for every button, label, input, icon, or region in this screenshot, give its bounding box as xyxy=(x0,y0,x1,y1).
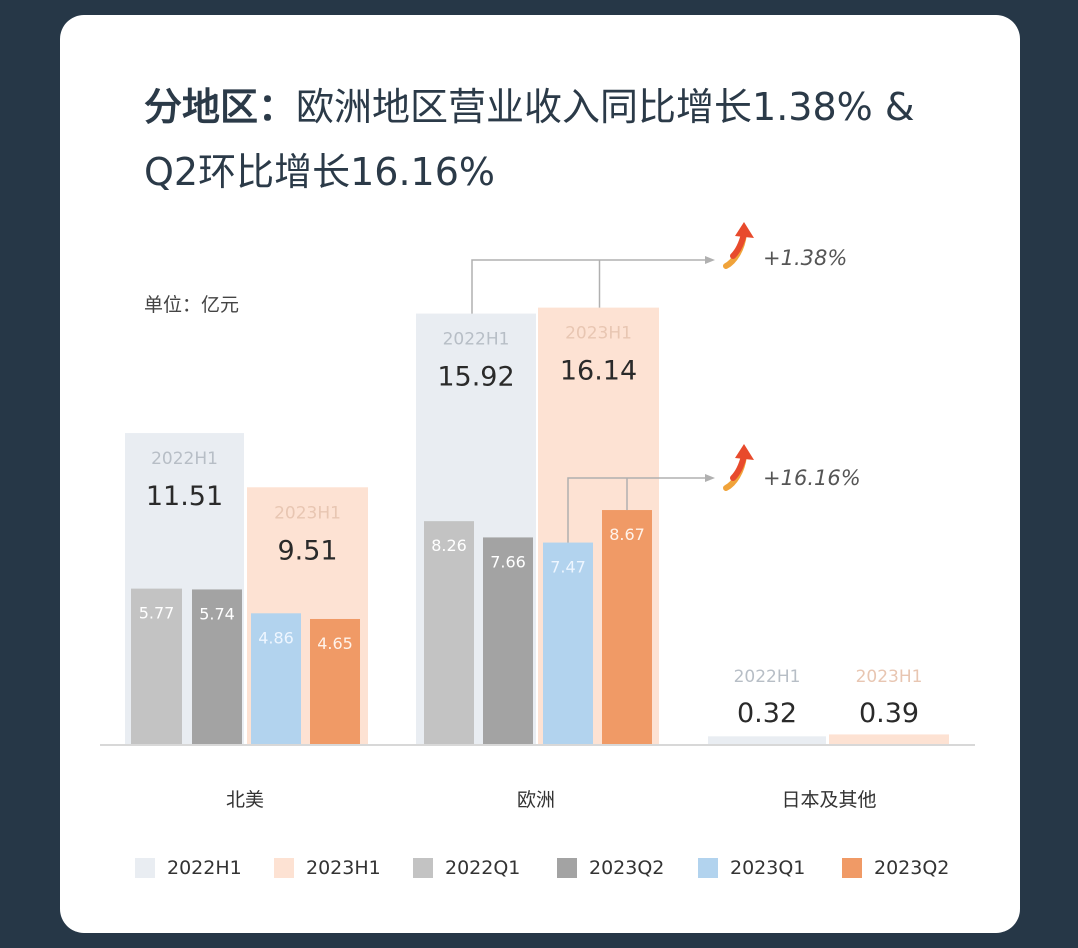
legend-item-0: 2022H1 xyxy=(135,856,242,880)
data-label-2022H1-欧洲: 15.92 xyxy=(437,362,514,393)
bar-2023Q1-q2-北美 xyxy=(251,613,301,745)
chart-title-line-2: Q2环比增长16.16% xyxy=(144,150,495,194)
legend-swatch-2 xyxy=(413,858,433,878)
data-label-q1-北美: 5.74 xyxy=(199,604,235,623)
yoy-connector-arrowhead xyxy=(705,256,715,264)
qoq-arrow-icon-stem-top xyxy=(730,453,747,481)
bar-2023H1-日本及其他 xyxy=(829,734,949,745)
x-tick-label-1: 欧洲 xyxy=(517,789,555,811)
title-strong: 分地区： xyxy=(144,85,297,129)
bar-label-2023H1-北美: 2023H1 xyxy=(274,503,341,523)
qoq-arrow-icon xyxy=(723,444,754,491)
data-label-q2-欧洲: 7.47 xyxy=(550,558,586,577)
legend-item-3: 2023Q2 xyxy=(557,856,664,880)
x-tick-label-2: 日本及其他 xyxy=(781,789,876,811)
legend-swatch-4 xyxy=(698,858,718,878)
bar-2023Q1-q2-欧洲 xyxy=(543,542,593,745)
data-label-2023H1-日本及其他: 0.39 xyxy=(859,698,919,729)
data-label-2022H1-北美: 11.51 xyxy=(146,481,223,512)
yoy-arrow-icon xyxy=(723,222,754,269)
bar-label-2023H1-日本及其他: 2023H1 xyxy=(856,667,923,687)
bar-2022Q1-q0-欧洲 xyxy=(424,521,474,745)
legend-label-1: 2023H1 xyxy=(306,857,381,879)
annotation-yoy: +1.38% xyxy=(763,246,847,270)
bar-2023Q2-q1-欧洲 xyxy=(483,537,533,745)
legend-item-2: 2022Q1 xyxy=(413,856,520,880)
legend-label-5: 2023Q2 xyxy=(874,857,950,879)
data-label-2023H1-北美: 9.51 xyxy=(277,535,337,566)
bar-2022H1-日本及其他 xyxy=(708,736,826,745)
bar-2023Q2-q3-欧洲 xyxy=(602,510,652,745)
unit-label: 单位：亿元 xyxy=(144,294,240,316)
annotation-qoq: +16.16% xyxy=(763,466,861,490)
bar-2022Q1-q0-北美 xyxy=(131,588,182,745)
legend-label-2: 2022Q1 xyxy=(445,857,521,879)
data-label-2022H1-日本及其他: 0.32 xyxy=(737,698,797,729)
yoy-arrow-icon-stem-top xyxy=(730,231,747,259)
legend-swatch-0 xyxy=(135,858,155,878)
data-label-q1-欧洲: 7.66 xyxy=(490,552,526,571)
bar-label-2023H1-欧洲: 2023H1 xyxy=(565,324,632,344)
legend-label-4: 2023Q1 xyxy=(730,857,806,879)
qoq-arrow-icon-head xyxy=(735,444,754,460)
data-label-q3-北美: 4.65 xyxy=(317,634,353,653)
data-label-q0-北美: 5.77 xyxy=(139,604,175,623)
legend-swatch-1 xyxy=(274,858,294,878)
legend-item-1: 2023H1 xyxy=(274,856,381,880)
legend-item-4: 2023Q1 xyxy=(698,856,805,880)
legend-swatch-3 xyxy=(557,858,577,878)
title-rest: 欧洲地区营业收入同比增长1.38% & xyxy=(296,85,915,129)
bar-2023Q2-q3-北美 xyxy=(310,618,360,745)
legend-label-0: 2022H1 xyxy=(167,857,242,879)
bar-label-2022H1-欧洲: 2022H1 xyxy=(443,330,510,350)
yoy-arrow-icon-head xyxy=(735,222,754,238)
data-label-q0-欧洲: 8.26 xyxy=(431,536,467,555)
chart-title-line-1: 分地区：欧洲地区营业收入同比增长1.38% & xyxy=(144,76,914,131)
chart-legend: 2022H1 2023H1 2022Q1 2023Q2 2023Q1 2023Q2 xyxy=(0,856,1078,880)
legend-swatch-5 xyxy=(842,858,862,878)
data-label-2023H1-欧洲: 16.14 xyxy=(560,356,637,387)
x-tick-label-0: 北美 xyxy=(226,789,264,811)
qoq-connector-line-a xyxy=(567,477,705,543)
legend-label-3: 2023Q2 xyxy=(589,857,665,879)
qoq-connector-arrowhead xyxy=(705,474,715,482)
bar-2023Q2-q1-北美 xyxy=(192,589,242,745)
yoy-connector-line-a xyxy=(471,259,705,314)
legend-item-5: 2023Q2 xyxy=(842,856,949,880)
bar-label-2022H1-日本及其他: 2022H1 xyxy=(734,667,801,687)
data-label-q2-北美: 4.86 xyxy=(258,628,294,647)
bar-label-2022H1-北美: 2022H1 xyxy=(151,449,218,469)
data-label-q3-欧洲: 8.67 xyxy=(609,525,645,544)
